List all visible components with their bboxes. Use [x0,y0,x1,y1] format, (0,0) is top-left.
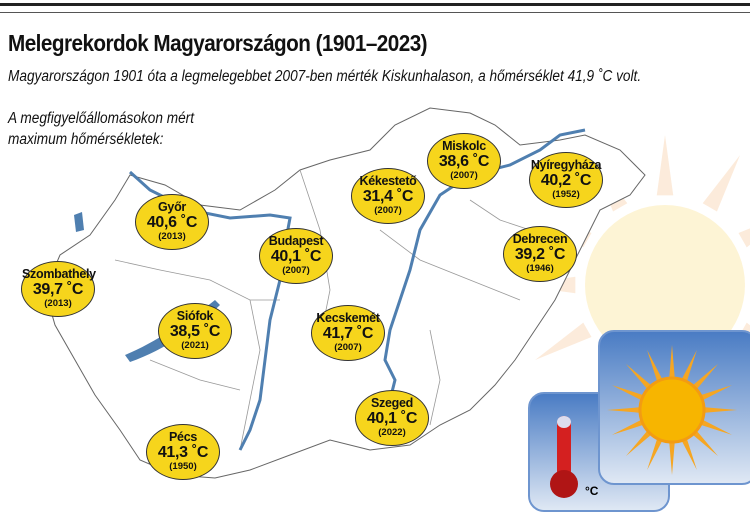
city-name: Nyíregyháza [530,158,602,172]
sun-ray [647,349,664,384]
sun-ray [647,436,664,471]
lake-ferto [74,212,84,232]
city-name: Pécs [169,430,197,444]
sun-ray [702,155,740,212]
city-temp: 38,6 ˚C [438,153,490,170]
city-temp: 40,6 ˚C [146,214,198,231]
city-temp: 40,1 ˚C [366,410,418,427]
city-name: Debrecen [512,232,568,246]
sun-ray [698,418,733,435]
city-marker-miskolc: Miskolc 38,6 ˚C (2007) [427,133,501,189]
city-temp: 39,2 ˚C [514,246,566,263]
country-outline [44,107,646,479]
sun-icon [607,345,737,475]
city-temp: 39,7 ˚C [32,281,84,298]
sun-ray [691,364,718,391]
city-year: (2007) [450,170,478,181]
city-marker-szeged: Szeged 40,1 ˚C (2022) [355,390,429,446]
city-year: (2013) [44,298,72,309]
city-year: (1946) [526,263,554,274]
city-name: Kecskemét [316,311,380,325]
city-marker-siófok: Siófok 38,5 ˚C (2021) [158,303,232,359]
map-label-line2: maximum hőmérsékletek: [8,131,164,148]
hungary-map [44,107,750,479]
top-rule-thin [0,12,750,13]
city-year: (2007) [374,205,402,216]
city-year: (2022) [378,427,406,438]
city-name: Győr [158,200,186,214]
city-temp: 38,5 ˚C [169,323,221,340]
city-marker-győr: Győr 40,6 ˚C (2013) [135,194,209,250]
city-temp: 41,3 ˚C [157,444,209,461]
city-name: Kékestető [359,174,417,188]
city-name: Budapest [268,234,324,248]
city-marker-budapest: Budapest 40,1 ˚C (2007) [259,228,333,284]
thermometer-unit: °C [585,484,599,498]
city-marker-kékestető: Kékestető 31,4 ˚C (2007) [351,168,425,224]
sun-ray [691,429,718,456]
sun-ray [738,228,750,248]
sun-ray [611,418,646,435]
city-name: Siófok [176,309,214,323]
subtitle: Magyarországon 1901 óta a legmelegebbet … [8,68,642,85]
city-marker-nyíregyháza: Nyíregyháza 40,2 ˚C (1952) [529,152,603,208]
city-name: Szombathely [22,267,96,281]
sun-ray [680,349,697,384]
sun-ray [626,364,653,391]
city-temp: 31,4 ˚C [362,188,414,205]
sun-ray [698,385,733,402]
page-title: Melegrekordok Magyarországon (1901–2023) [8,30,428,56]
city-marker-debrecen: Debrecen 39,2 ˚C (1946) [503,226,577,282]
city-marker-pécs: Pécs 41,3 ˚C (1950) [146,424,220,480]
top-rule [0,3,750,6]
city-year: (2007) [282,265,310,276]
city-temp: 40,1 ˚C [270,248,322,265]
sun-ray [656,135,674,196]
sun-ray [535,322,592,360]
map-label-line1: A megfigyelőállomásokon mért [8,110,194,127]
sun-ray [669,439,675,475]
city-name: Szeged [371,396,413,410]
sun-ray [607,407,643,413]
city-year: (1950) [169,461,197,472]
city-marker-kecskemét: Kecskemét 41,7 ˚C (2007) [311,305,385,361]
city-year: (2007) [334,342,362,353]
city-year: (2013) [158,231,186,242]
tisza-river [383,128,586,401]
city-name: Miskolc [442,139,486,153]
map-label: A megfigyelőállomásokon mért maximum hőm… [8,108,194,150]
thermometer-icon [550,416,578,498]
sun-ray [701,407,737,413]
city-year: (1952) [552,189,580,200]
city-temp: 40,2 ˚C [540,172,592,189]
sun-ray [680,436,697,471]
city-year: (2021) [181,340,209,351]
sun-ray [626,429,653,456]
city-temp: 41,7 ˚C [322,325,374,342]
sun-ray [611,385,646,402]
sun-tile [598,330,750,485]
city-marker-szombathely: Szombathely 39,7 ˚C (2013) [21,261,96,317]
sun-ray [669,345,675,381]
